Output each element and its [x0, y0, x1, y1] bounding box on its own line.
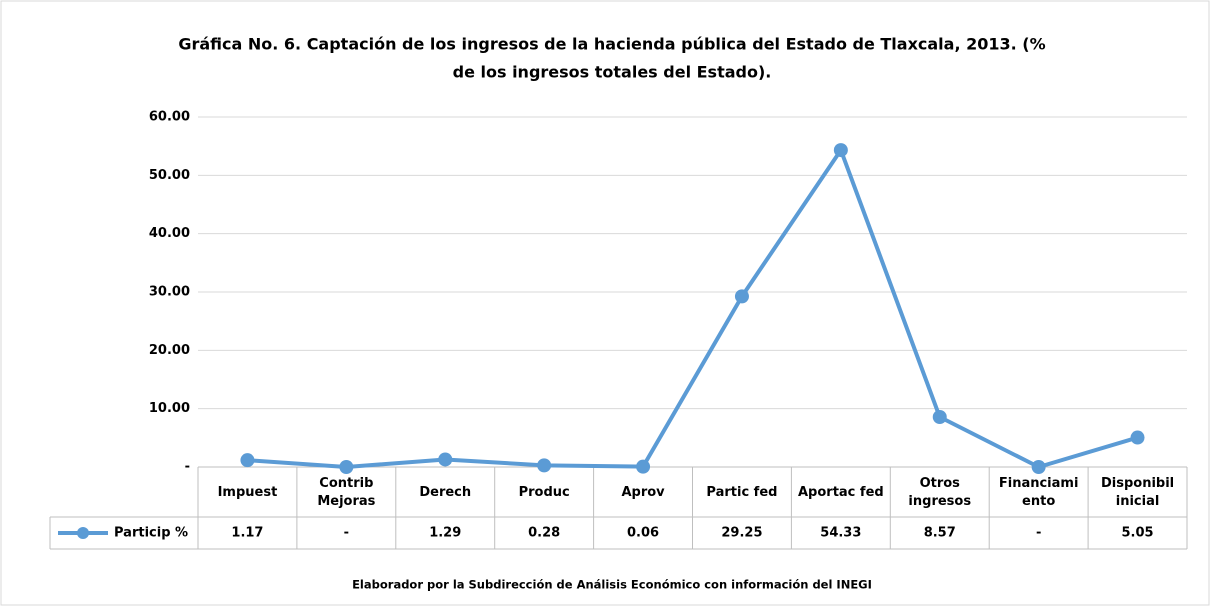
chart-subtitle: de los ingresos totales del Estado). — [453, 63, 772, 82]
y-tick-label: 10.00 — [149, 401, 190, 416]
value-label: 54.33 — [820, 526, 861, 541]
category-label: Impuest — [218, 485, 278, 500]
data-point — [240, 453, 255, 468]
category-label: Financiami ento — [999, 476, 1079, 509]
data-point — [833, 143, 848, 158]
data-point — [1130, 430, 1145, 445]
legend-marker — [77, 527, 89, 539]
value-label: 29.25 — [721, 526, 762, 541]
category-label: Partic fed — [706, 485, 777, 500]
y-tick-label: 20.00 — [149, 343, 190, 358]
y-tick-label: 50.00 — [149, 168, 190, 183]
data-point — [339, 460, 354, 474]
legend-label: Particip % — [114, 526, 188, 541]
category-label: Derech — [419, 485, 471, 500]
category-label: Produc — [519, 485, 570, 500]
y-tick-label: 40.00 — [149, 226, 190, 241]
value-label: 0.06 — [627, 526, 659, 541]
category-label: Aprov — [621, 485, 665, 500]
y-tick-label: 60.00 — [149, 110, 190, 125]
category-label: Disponibil inicial — [1101, 476, 1174, 509]
value-label: - — [344, 526, 349, 541]
chart-title: Gráfica No. 6. Captación de los ingresos… — [178, 35, 1045, 54]
value-label: 1.17 — [231, 526, 263, 541]
data-point — [438, 452, 453, 467]
y-tick-label: - — [185, 460, 190, 475]
category-label: Otros ingresos — [908, 476, 971, 509]
data-point — [734, 289, 749, 304]
series-line — [247, 148, 1139, 469]
value-label: 5.05 — [1122, 526, 1154, 541]
value-label: - — [1036, 526, 1041, 541]
category-label: Aportac fed — [798, 485, 884, 500]
data-point — [636, 459, 651, 474]
y-tick-label: 30.00 — [149, 285, 190, 300]
data-point — [537, 458, 552, 473]
data-point — [1031, 460, 1046, 474]
value-label: 1.29 — [429, 526, 461, 541]
category-label: Contrib Mejoras — [317, 476, 375, 509]
source-note: Elaborador por la Subdirección de Anális… — [352, 578, 872, 592]
value-label: 8.57 — [924, 526, 956, 541]
value-label: 0.28 — [528, 526, 560, 541]
data-point — [932, 410, 947, 425]
